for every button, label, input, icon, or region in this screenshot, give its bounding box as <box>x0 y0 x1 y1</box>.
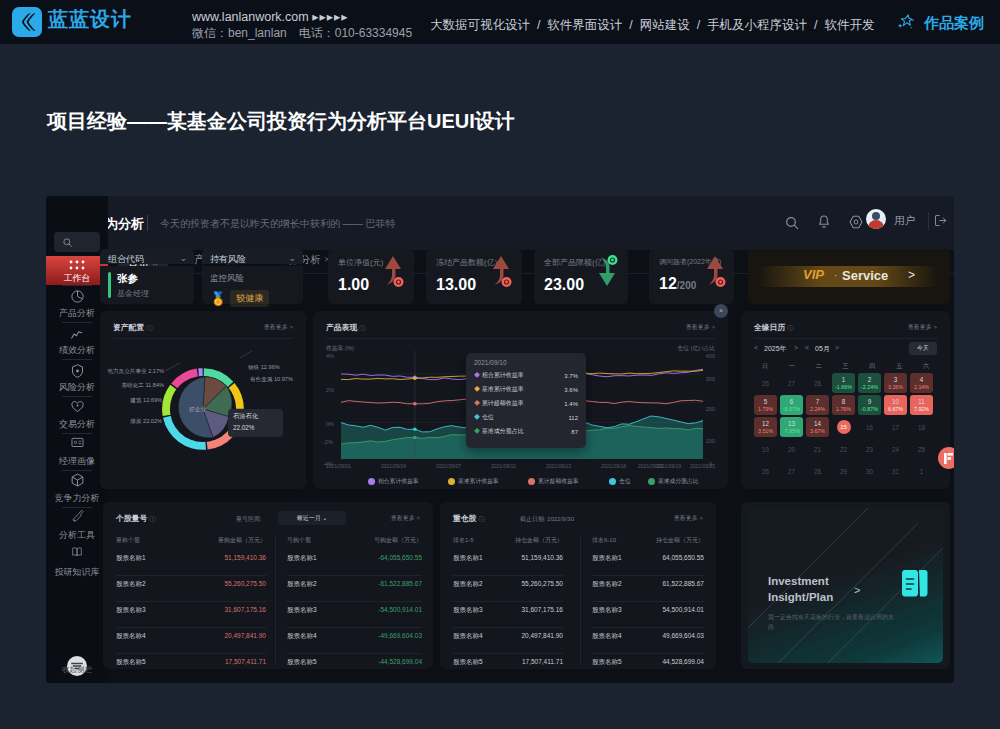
svg-text:好企业: 好企业 <box>188 406 206 413</box>
